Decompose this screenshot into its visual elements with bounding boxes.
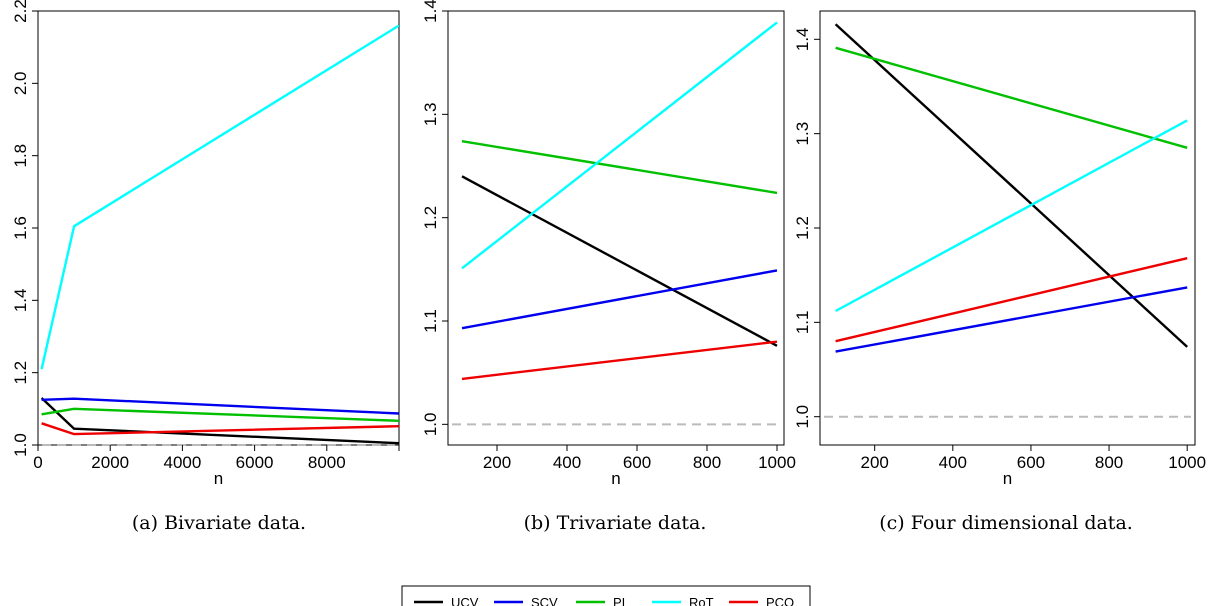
series-line-scv xyxy=(41,397,399,415)
x-tick-label: 1000 xyxy=(758,453,796,472)
legend-label: SCV xyxy=(531,595,558,606)
legend-label: PI xyxy=(613,595,625,606)
y-tick-label: 1.0 xyxy=(11,433,30,457)
legend: UCV SCV PI RoT PCO xyxy=(401,585,811,606)
x-tick-label: 6000 xyxy=(236,453,274,472)
y-tick-label: 1.4 xyxy=(11,289,30,313)
y-tick-label: 1.1 xyxy=(793,311,812,335)
x-tick-label: 4000 xyxy=(163,453,201,472)
series-line-scv xyxy=(835,286,1188,353)
legend-item-ucv: UCV xyxy=(414,595,479,606)
series-line-ucv xyxy=(461,175,778,347)
series-line-ucv xyxy=(40,397,399,445)
series-line-pi xyxy=(461,140,778,195)
series-group xyxy=(834,23,1189,353)
y-tick-label: 1.0 xyxy=(793,405,812,429)
legend-item-pi: PI xyxy=(576,595,625,606)
x-tick-label: 1000 xyxy=(1168,453,1206,472)
chart-panel-2: 200 400 600 800 1000 n 1.0 1.1 1.2 1.3 1.4 (b) Triv… xyxy=(421,0,796,534)
legend-label: PCO xyxy=(766,595,794,606)
y-tick-label: 1.0 xyxy=(421,413,440,437)
legend-item-pco: PCO xyxy=(729,595,794,606)
x-tick-label: 200 xyxy=(861,453,889,472)
x-tick-label: 800 xyxy=(1095,453,1123,472)
panel-caption: (c) Four dimensional data. xyxy=(879,512,1133,534)
series-group xyxy=(40,24,399,445)
series-line-ucv xyxy=(834,23,1189,348)
y-tick-label: 2.2 xyxy=(11,0,30,23)
x-tick-label: 400 xyxy=(939,453,967,472)
y-tick-label: 1.3 xyxy=(793,122,812,146)
plot-frame xyxy=(819,10,1196,446)
legend-label: RoT xyxy=(689,595,714,606)
chart-panel-3: 200 400 600 800 1000 n 1.0 1.1 1.2 1.3 1.4 (c) Four… xyxy=(793,10,1206,534)
series-line-scv xyxy=(461,269,778,330)
panel-caption: (b) Trivariate data. xyxy=(524,512,707,534)
panel-caption: (a) Bivariate data. xyxy=(132,512,306,534)
x-tick-label: 8000 xyxy=(308,453,346,472)
x-tick-label: 0 xyxy=(33,453,42,472)
x-tick-label: 400 xyxy=(553,453,581,472)
series-line-pco xyxy=(41,422,399,436)
x-tick-label: 200 xyxy=(483,453,511,472)
y-tick-label: 1.4 xyxy=(793,27,812,51)
x-tick-label: 2000 xyxy=(91,453,129,472)
y-tick-label: 1.3 xyxy=(421,103,440,127)
y-tick-label: 1.1 xyxy=(421,309,440,333)
y-tick-label: 2.0 xyxy=(11,72,30,96)
plot-frame xyxy=(447,10,785,446)
series-line-pco xyxy=(835,257,1188,343)
y-tick-label: 1.2 xyxy=(11,361,30,385)
x-tick-label: 600 xyxy=(1017,453,1045,472)
x-tick-label: 800 xyxy=(693,453,721,472)
series-group xyxy=(461,21,778,381)
chart-panel-1: 0 2000 4000 6000 8000 n 1.0 1.2 1.4 1.6 1.8 2.0 2.2 (… xyxy=(11,0,400,534)
y-tick-label: 1.8 xyxy=(11,144,30,168)
y-tick-label: 1.6 xyxy=(11,216,30,240)
x-axis-label: n xyxy=(214,469,223,488)
x-axis-label: n xyxy=(611,469,620,488)
series-line-pi xyxy=(41,407,399,422)
x-tick-label: 600 xyxy=(623,453,651,472)
x-axis-label: n xyxy=(1003,469,1012,488)
series-line-pco xyxy=(461,340,778,381)
y-tick-label: 1.2 xyxy=(793,216,812,240)
y-tick-label: 1.2 xyxy=(421,206,440,230)
plot-frame xyxy=(37,10,400,446)
series-line-rot xyxy=(40,24,399,370)
legend-label: UCV xyxy=(451,595,479,606)
legend-item-scv: SCV xyxy=(494,595,558,606)
legend-item-rot: RoT xyxy=(652,595,714,606)
series-line-pi xyxy=(835,46,1188,149)
series-line-rot xyxy=(461,21,778,270)
y-tick-label: 1.4 xyxy=(421,0,440,23)
series-line-rot xyxy=(835,119,1188,313)
